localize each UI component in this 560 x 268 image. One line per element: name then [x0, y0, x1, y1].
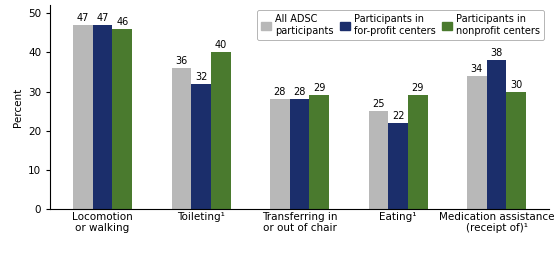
Bar: [290, 99, 310, 209]
Bar: [487, 60, 506, 209]
Text: 40: 40: [214, 40, 227, 50]
Text: 47: 47: [96, 13, 109, 23]
Bar: [93, 25, 113, 209]
Bar: [113, 29, 132, 209]
Bar: [211, 52, 231, 209]
Text: 32: 32: [195, 72, 207, 82]
Text: 46: 46: [116, 17, 128, 27]
Text: 25: 25: [372, 99, 385, 109]
Text: 29: 29: [412, 84, 424, 94]
Text: 28: 28: [293, 87, 306, 97]
Text: 22: 22: [392, 111, 404, 121]
Bar: [270, 99, 290, 209]
Text: 30: 30: [510, 80, 522, 90]
Bar: [368, 111, 388, 209]
Bar: [388, 123, 408, 209]
Bar: [467, 76, 487, 209]
Text: 38: 38: [491, 48, 503, 58]
Bar: [73, 25, 93, 209]
Text: 34: 34: [471, 64, 483, 74]
Text: 47: 47: [77, 13, 89, 23]
Y-axis label: Percent: Percent: [13, 88, 23, 127]
Bar: [171, 68, 192, 209]
Text: 29: 29: [313, 84, 325, 94]
Bar: [192, 84, 211, 209]
Text: 36: 36: [175, 56, 188, 66]
Text: 28: 28: [274, 87, 286, 97]
Bar: [408, 95, 428, 209]
Bar: [506, 92, 526, 209]
Bar: [310, 95, 329, 209]
Legend: All ADSC
participants, Participants in
for-profit centers, Participants in
nonpr: All ADSC participants, Participants in f…: [258, 10, 544, 40]
